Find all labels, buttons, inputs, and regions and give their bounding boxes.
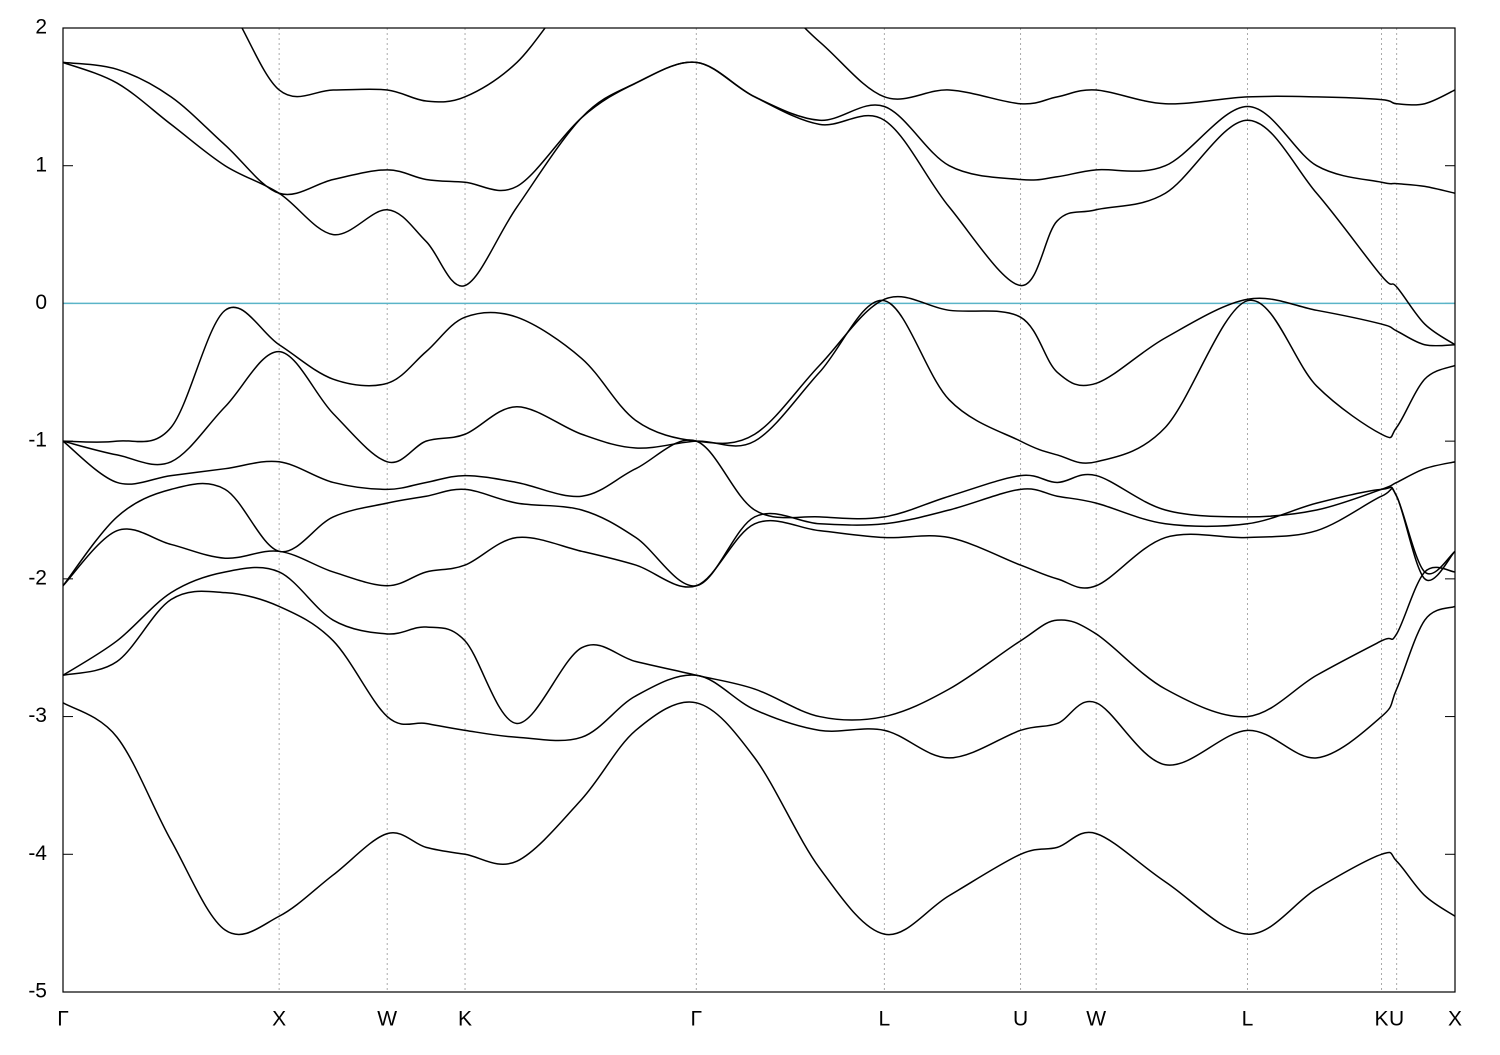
x-tick-label: W bbox=[377, 1008, 397, 1031]
x-tick-label: Γ bbox=[57, 1008, 69, 1031]
y-tick-label: 0 bbox=[35, 291, 47, 314]
x-tick-label: L bbox=[879, 1008, 891, 1031]
band-line bbox=[63, 701, 1455, 936]
x-tick-label: U bbox=[1389, 1008, 1404, 1031]
x-tick-label: L bbox=[1242, 1008, 1254, 1031]
band-line bbox=[63, 590, 1455, 766]
y-tick-label: -5 bbox=[28, 980, 47, 1003]
y-tick-label: -4 bbox=[28, 842, 47, 865]
x-tick-label: K bbox=[458, 1008, 472, 1031]
x-tick-label: X bbox=[1448, 1008, 1462, 1031]
band-line bbox=[63, 439, 1455, 520]
y-tick-label: 1 bbox=[35, 153, 47, 176]
y-tick-label: -3 bbox=[28, 704, 47, 727]
band-line bbox=[63, 295, 1455, 445]
y-tick-label: 2 bbox=[35, 16, 47, 39]
x-tick-label: X bbox=[272, 1008, 286, 1031]
band-line bbox=[63, 482, 1455, 587]
x-tick-label: W bbox=[1086, 1008, 1106, 1031]
plot-frame bbox=[62, 27, 1456, 993]
x-tick-label: U bbox=[1013, 1008, 1028, 1031]
y-tick-label: -2 bbox=[28, 566, 47, 589]
band-line bbox=[63, 61, 1455, 196]
band-line bbox=[63, 487, 1455, 589]
x-tick-label: Γ bbox=[691, 1008, 703, 1031]
band-line bbox=[63, 566, 1455, 725]
y-tick-label: -1 bbox=[28, 429, 47, 452]
band-line bbox=[241, 28, 1455, 106]
x-tick-label: K bbox=[1375, 1008, 1389, 1031]
plot-area bbox=[63, 28, 1455, 936]
band-line bbox=[63, 299, 1455, 466]
